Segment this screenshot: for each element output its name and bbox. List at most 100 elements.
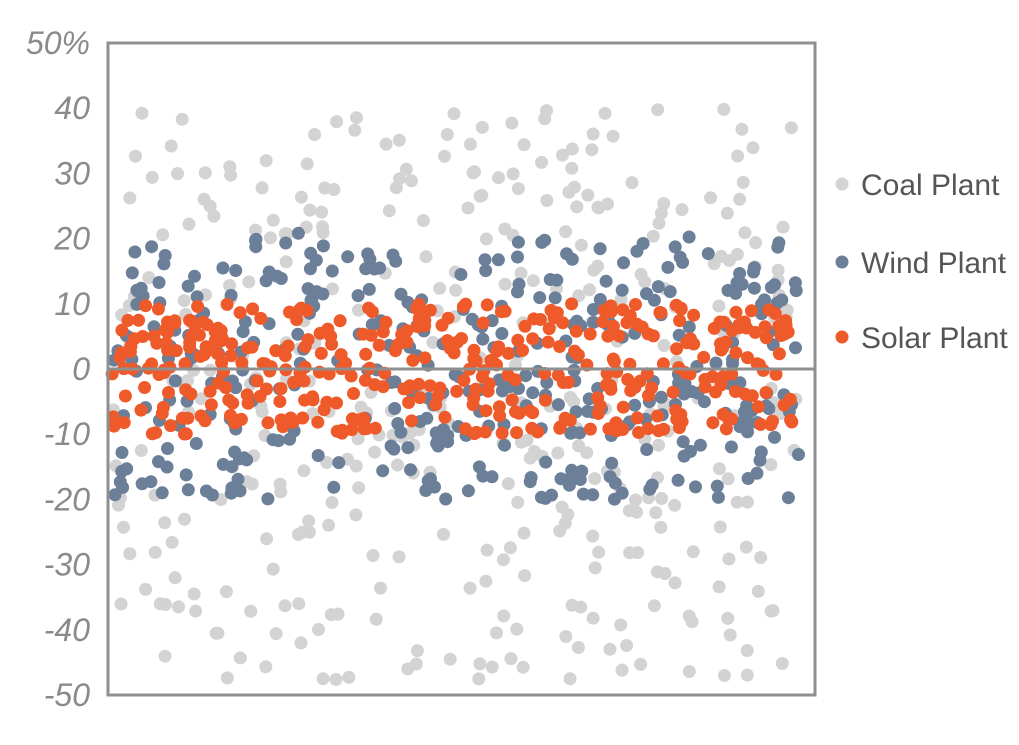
solar-plant-point [603, 379, 617, 392]
solar-plant-point [423, 303, 437, 317]
coal-plant-point [325, 496, 339, 509]
wind-plant-point [710, 479, 724, 493]
coal-plant-point [652, 216, 666, 230]
coal-plant-point [655, 492, 669, 505]
solar-plant-point [458, 422, 472, 436]
coal-plant-point [330, 115, 344, 129]
solar-plant-point [347, 387, 360, 400]
solar-plant-point [666, 385, 680, 399]
solar-plant-point [118, 389, 132, 403]
coal-plant-point [646, 229, 660, 243]
wind-plant-point [134, 281, 148, 295]
solar-plant-point [609, 416, 623, 430]
solar-plant-point [714, 337, 727, 351]
wind-plant-point [693, 438, 707, 452]
solar-plant-point [466, 398, 480, 412]
wind-plant-point [565, 463, 579, 477]
solar-plant-point [745, 389, 759, 403]
coal-plant-point [776, 220, 790, 234]
wind-plant-point [384, 439, 398, 453]
coal-plant-point [259, 660, 273, 674]
wind-plant-point [654, 390, 668, 404]
solar-plant-point [512, 406, 526, 420]
y-axis-ticks: -50 -40 -30 -20 -10 0 10 20 30 40 50% [26, 25, 90, 713]
wind-plant-point [199, 484, 213, 498]
wind-plant-point [523, 475, 537, 489]
coal-plant-point [349, 459, 363, 473]
solar-plant-point [273, 395, 287, 408]
solar-plant-point [759, 386, 773, 399]
coal-plant-point [603, 642, 617, 656]
solar-plant-point [115, 346, 128, 360]
solar-plant-point [413, 391, 427, 405]
coal-plant-point [498, 277, 512, 291]
coal-plant-point [492, 171, 505, 185]
solar-plant-point [544, 303, 558, 317]
wind-plant-point [701, 247, 715, 261]
coal-plant-point [712, 462, 726, 476]
coal-plant-point [148, 545, 162, 559]
coal-plant-point [142, 271, 156, 285]
coal-plant-point [297, 464, 311, 478]
solar-plant-point [455, 332, 468, 345]
wind-plant-point [498, 438, 511, 452]
solar-plant-point [758, 320, 772, 334]
solar-plant-point [490, 344, 504, 358]
wind-plant-point [789, 341, 802, 355]
wind-plant-point [495, 327, 509, 340]
solar-plant-point [164, 419, 178, 433]
solar-plant-point [781, 325, 795, 339]
wind-plant-point [741, 425, 754, 439]
solar-plant-point [345, 412, 359, 426]
solar-plant-point [145, 357, 159, 371]
wind-plant-point [160, 460, 174, 474]
coal-plant-point [501, 477, 515, 491]
solar-plant-point [469, 425, 483, 439]
coal-plant-point [634, 657, 648, 671]
coal-plant-point [443, 652, 457, 666]
solar-plant-point [498, 304, 512, 318]
solar-plant-point [359, 347, 373, 361]
solar-plant-point [147, 329, 161, 343]
coal-plant-point [614, 618, 628, 632]
solar-plant-point [335, 423, 349, 437]
wind-plant-point [575, 464, 589, 478]
wind-plant-point [676, 435, 690, 449]
solar-plant-point [134, 403, 148, 417]
coal-plant-point [145, 170, 159, 184]
wind-plant-point [560, 247, 574, 261]
wind-plant-point [229, 381, 243, 395]
solar-plant-point [623, 357, 637, 371]
wind-plant-point [229, 264, 243, 277]
coal-plant-point [352, 303, 365, 317]
wind-plant-point [120, 462, 134, 476]
coal-plant-point [563, 672, 577, 686]
y-tick-label: 20 [53, 221, 90, 257]
coal-plant-point [426, 335, 440, 349]
solar-plant-point [185, 315, 198, 329]
solar-plant-point [194, 409, 208, 423]
solar-plant-point [606, 319, 620, 333]
coal-plant-point [294, 190, 308, 204]
solar-points-layer [105, 297, 799, 441]
solar-plant-point [706, 416, 720, 430]
coal-plant-point [392, 550, 406, 564]
solar-plant-point [388, 344, 402, 358]
solar-plant-point [322, 367, 336, 381]
wind-plant-point [231, 472, 245, 486]
solar-plant-point [654, 306, 668, 320]
wind-plant-point [511, 285, 524, 299]
solar-plant-point [286, 415, 300, 429]
wind-plant-point [394, 287, 408, 301]
wind-plant-point [421, 474, 435, 488]
solar-plant-point [670, 342, 684, 356]
coal-plant-point [312, 623, 325, 636]
coal-plant-point [586, 529, 600, 543]
solar-plant-point [149, 426, 163, 440]
solar-plant-point [674, 302, 688, 316]
solar-plant-point [162, 386, 175, 399]
coal-plant-point [244, 604, 258, 618]
solar-plant-point [264, 360, 278, 374]
coal-plant-point [588, 472, 602, 486]
solar-plant-point [583, 327, 597, 341]
